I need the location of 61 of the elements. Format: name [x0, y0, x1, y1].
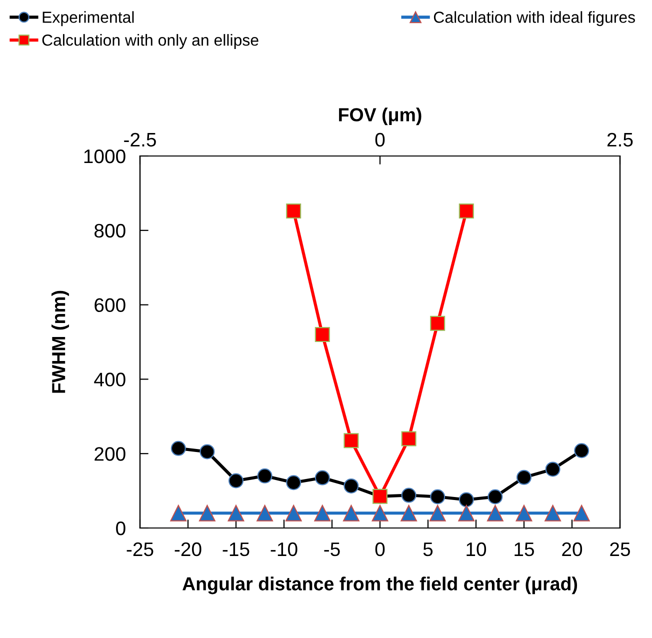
x2-tick-label: 0	[375, 132, 385, 147]
y-tick-label: 400	[94, 372, 126, 386]
point	[286, 204, 302, 219]
point	[458, 504, 475, 522]
x-tick-label: -20	[174, 542, 202, 556]
y-tick-label: 800	[94, 224, 126, 238]
y-tick-label: 0	[116, 521, 126, 536]
point	[545, 462, 560, 477]
point	[256, 504, 273, 522]
point	[286, 475, 302, 490]
point	[573, 504, 590, 522]
x-tick-label: 25	[610, 542, 630, 556]
x-tick-label: -15	[222, 542, 250, 556]
point	[314, 327, 330, 342]
point	[170, 440, 186, 456]
legend-label: Calculation with ideal figures	[434, 11, 635, 26]
point	[516, 504, 532, 522]
x-tick-label: 0	[375, 542, 385, 556]
point	[430, 316, 446, 331]
point	[487, 504, 504, 522]
point	[401, 488, 416, 503]
legend-label: Experimental	[42, 11, 134, 26]
point	[344, 433, 359, 448]
x-tick-label: 20	[562, 542, 582, 556]
point	[574, 443, 590, 458]
x2-tick-label: -2.5	[124, 132, 156, 147]
point	[314, 504, 331, 522]
point	[228, 504, 244, 522]
point	[458, 492, 474, 508]
legend-label: Calculation with only an ellipse	[42, 34, 258, 49]
y-tick-label: 600	[94, 298, 126, 312]
x-tick-label: -10	[270, 542, 298, 556]
point	[516, 470, 532, 485]
point	[257, 468, 272, 484]
point	[314, 470, 330, 486]
y-tick-label: 200	[94, 447, 126, 461]
point	[544, 504, 561, 522]
point	[400, 504, 417, 522]
x2-axis-title: FOV (μm)	[339, 108, 422, 126]
x-tick-label: 10	[466, 542, 486, 556]
x-axis-title: Angular distance from the field center (μrad)	[182, 576, 578, 594]
x-tick-label: 5	[423, 542, 433, 556]
x-tick-label: -5	[324, 542, 340, 556]
point	[429, 504, 446, 522]
x-tick-label: 15	[514, 542, 534, 556]
x-tick-label: -25	[126, 542, 154, 556]
point	[343, 504, 360, 522]
point	[344, 478, 359, 494]
point	[401, 431, 416, 446]
x2-tick-label: 2.5	[607, 132, 633, 147]
point	[200, 444, 215, 460]
y-axis-title: FWHM (nm)	[51, 290, 69, 393]
point	[372, 504, 388, 522]
y-tick-label: 1000	[84, 149, 126, 164]
point	[458, 204, 474, 219]
point	[430, 489, 446, 504]
point	[228, 473, 244, 488]
point	[285, 504, 302, 522]
point	[199, 504, 216, 522]
point	[488, 489, 503, 504]
point	[170, 504, 187, 522]
